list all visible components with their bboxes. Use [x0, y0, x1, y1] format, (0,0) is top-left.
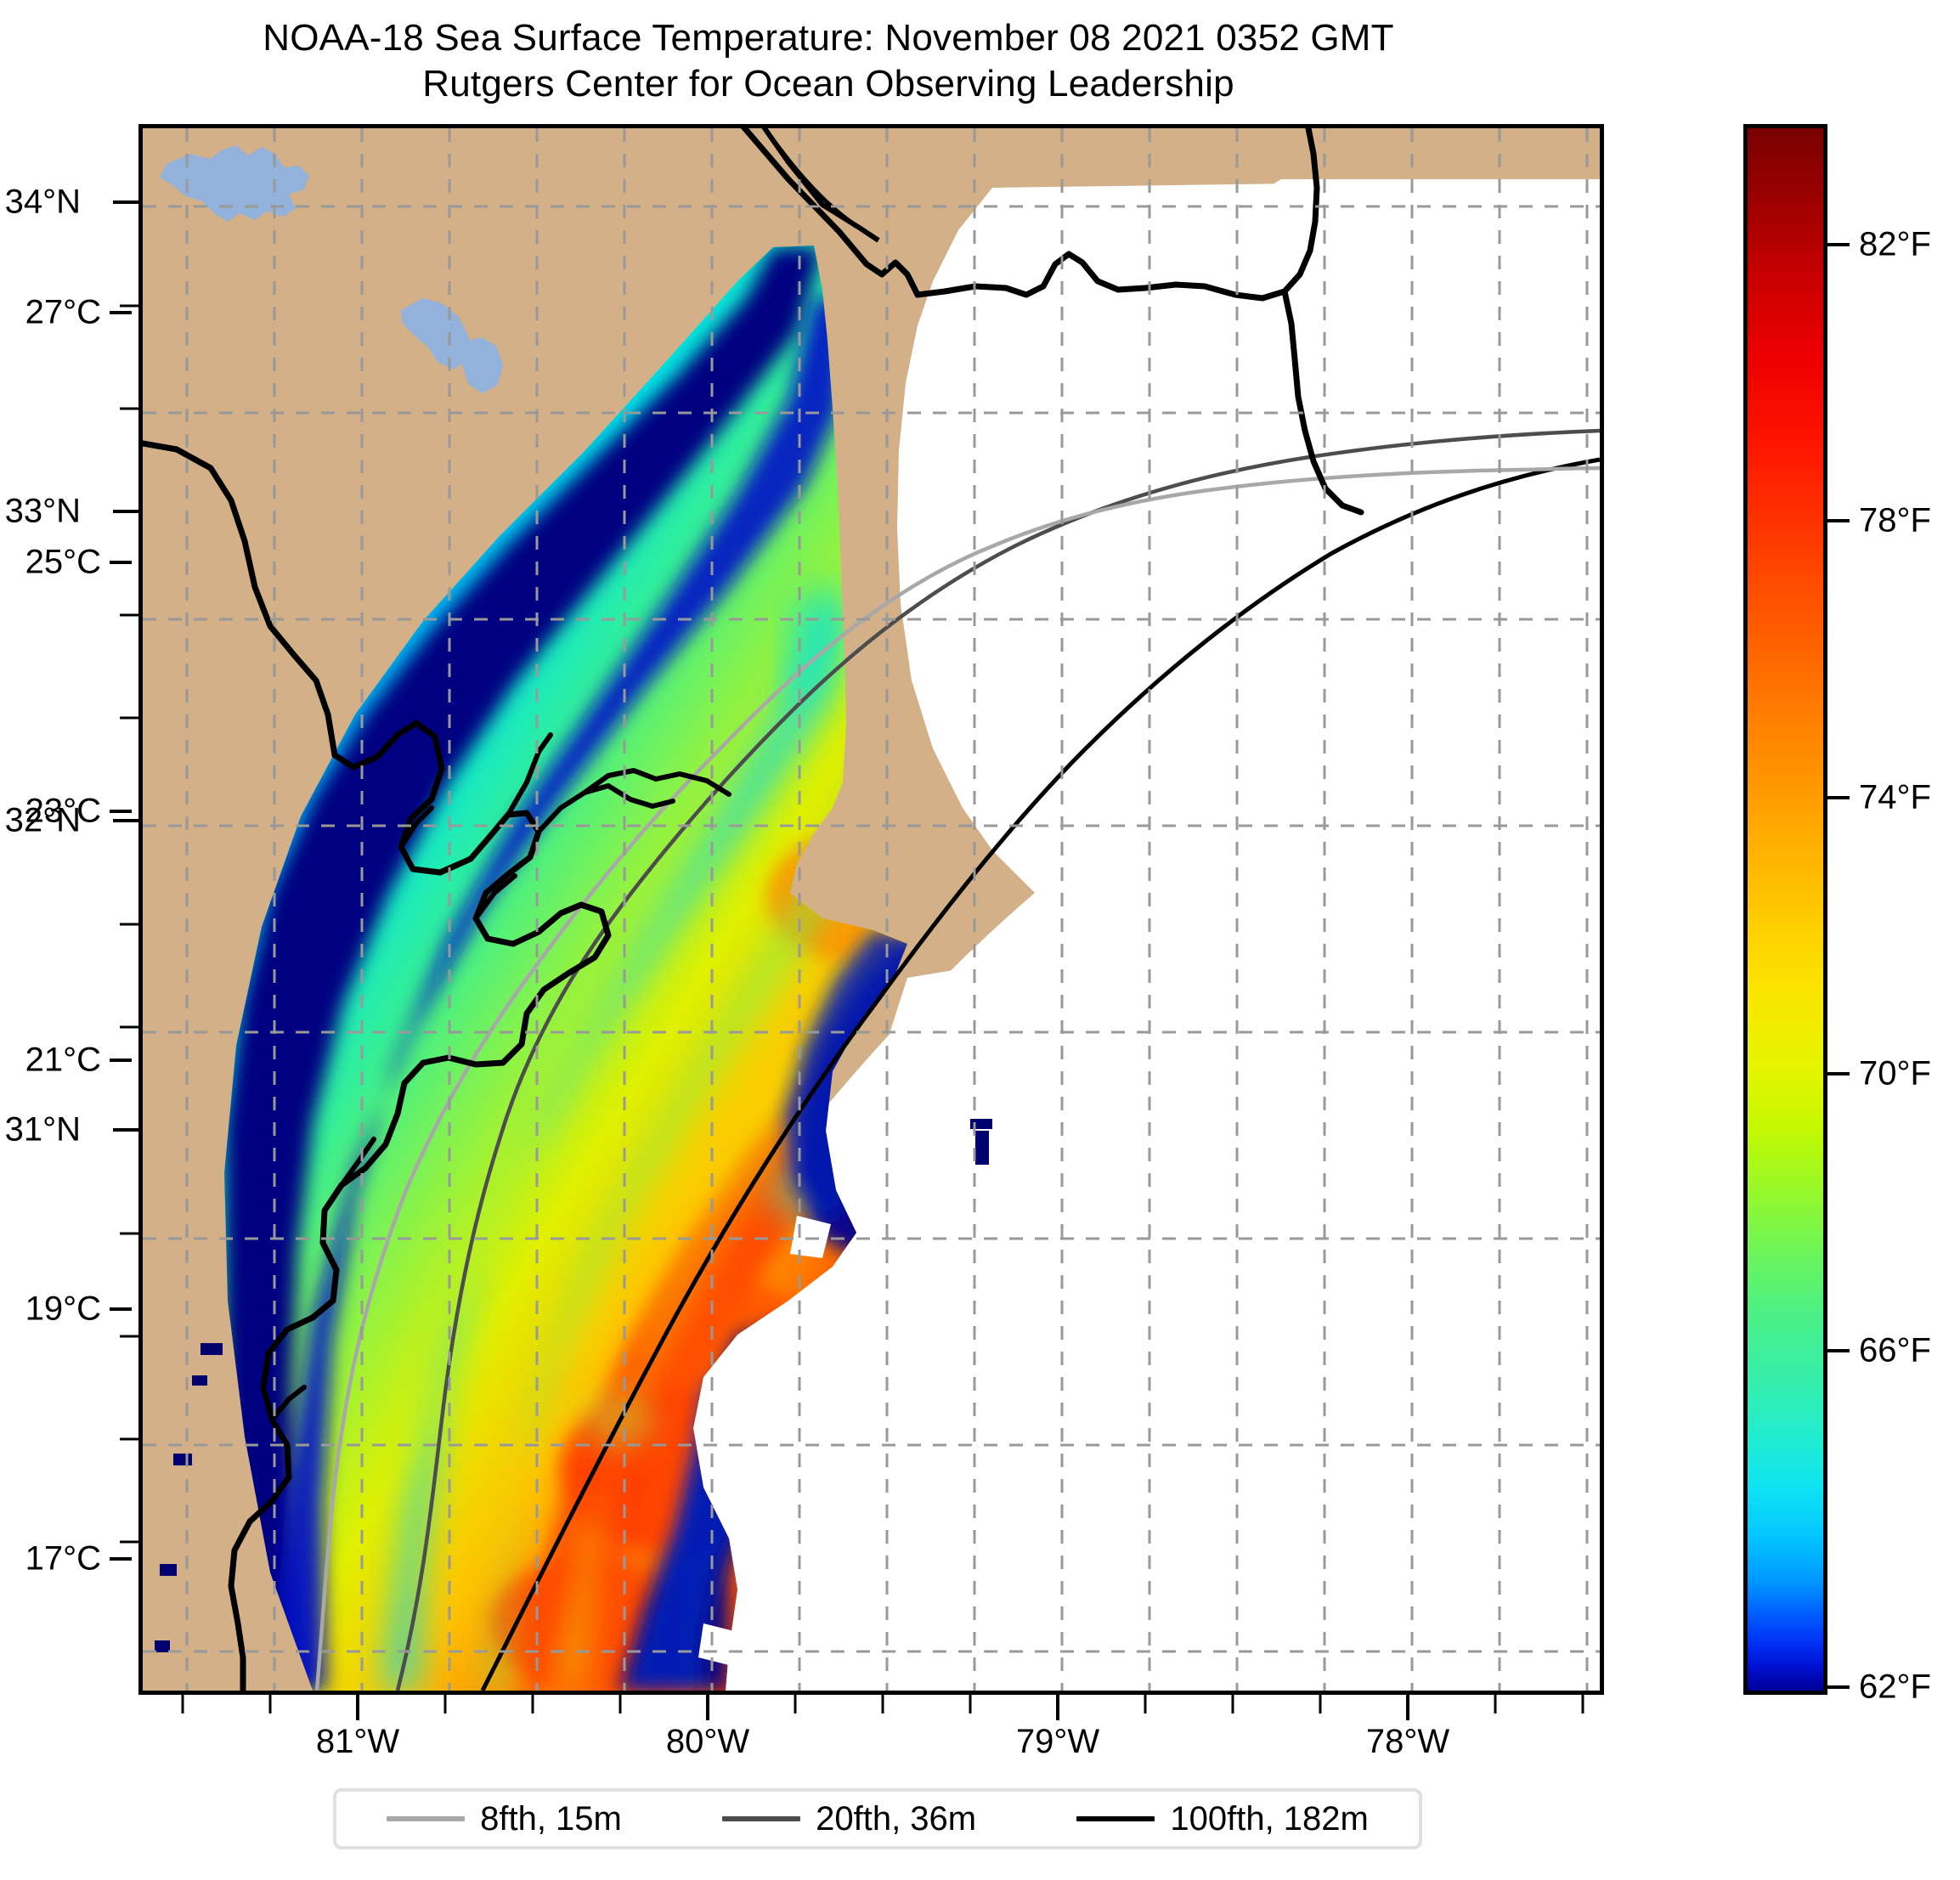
cb-label-27c: 27°C: [25, 293, 101, 331]
legend-line-8fth-icon: [387, 1816, 466, 1821]
cb-tick-66f: [1827, 1349, 1850, 1352]
cb-tick-82f: [1827, 243, 1850, 246]
isobath-legend: 8fth, 15m 20fth, 36m 100fth, 182m: [333, 1788, 1422, 1849]
cb-tick-62f: [1827, 1685, 1850, 1689]
y-tick-major-32n: [113, 819, 138, 822]
cb-label-25c: 25°C: [25, 543, 101, 581]
x-tick-major-80w: [706, 1695, 709, 1720]
legend-line-100fth-icon: [1076, 1816, 1155, 1821]
x-tick-major-78w: [1406, 1695, 1409, 1720]
legend-label-100fth: 100fth, 182m: [1170, 1799, 1369, 1838]
title-line-2: Rutgers Center for Ocean Observing Leade…: [422, 62, 1234, 104]
cb-tick-23c: [110, 810, 132, 813]
cb-label-66f: 66°F: [1859, 1331, 1931, 1369]
inland-lakes: [160, 145, 503, 393]
x-tick-minor: [1319, 1695, 1322, 1713]
colorbar-gradient: [1748, 128, 1823, 1691]
cb-label-70f: 70°F: [1859, 1054, 1931, 1092]
y-tick-minor: [120, 1437, 138, 1441]
y-tick-minor: [120, 304, 138, 308]
y-axis-label-31n: 31°N: [4, 1110, 81, 1149]
x-tick-minor: [443, 1695, 447, 1713]
legend-line-20fth-icon: [722, 1816, 801, 1821]
cb-tick-21c: [110, 1059, 132, 1062]
chart-title: NOAA-18 Sea Surface Temperature: Novembe…: [0, 15, 1657, 106]
state-border-line: [761, 128, 880, 243]
coastline-path: [143, 440, 612, 1691]
x-tick-minor: [1494, 1695, 1497, 1713]
x-tick-minor: [268, 1695, 272, 1713]
x-axis-label-78w: 78°W: [1365, 1723, 1450, 1760]
x-tick-minor: [1581, 1695, 1584, 1713]
isolated-data-pixels: [155, 1119, 992, 1652]
x-tick-minor: [1144, 1695, 1147, 1713]
y-tick-minor: [120, 1335, 138, 1338]
sst-map-plot-area: [138, 124, 1604, 1695]
isobath-20fth-line: [395, 428, 1600, 1691]
x-tick-minor: [531, 1695, 534, 1713]
cb-tick-74f: [1827, 796, 1850, 799]
legend-item-8fth: 8fth, 15m: [387, 1800, 622, 1838]
x-tick-minor: [1231, 1695, 1234, 1713]
legend-label-20fth: 20fth, 36m: [816, 1799, 977, 1838]
y-axis-label-34n: 34°N: [4, 183, 81, 221]
cb-tick-25c: [110, 561, 132, 564]
cb-label-23c: 23°C: [25, 792, 101, 830]
y-axis-label-33n: 33°N: [4, 492, 81, 530]
x-axis-label-81w: 81°W: [315, 1723, 400, 1760]
y-tick-minor: [120, 923, 138, 926]
y-tick-major-34n: [113, 200, 138, 204]
x-tick-minor: [794, 1695, 797, 1713]
y-tick-minor: [120, 407, 138, 410]
cb-label-17c: 17°C: [25, 1539, 101, 1578]
x-tick-minor: [181, 1695, 184, 1713]
x-tick-minor: [619, 1695, 622, 1713]
cb-label-62f: 62°F: [1859, 1668, 1931, 1706]
x-tick-major-79w: [1056, 1695, 1059, 1720]
isobath-100fth-line: [480, 457, 1600, 1691]
y-tick-minor: [120, 1025, 138, 1029]
cb-label-78f: 78°F: [1859, 501, 1931, 539]
y-tick-major-31n: [113, 1128, 138, 1132]
sst-map-canvas: [143, 128, 1600, 1691]
cb-label-19c: 19°C: [25, 1290, 101, 1328]
cb-tick-17c: [110, 1557, 132, 1561]
legend-label-8fth: 8fth, 15m: [480, 1799, 622, 1838]
y-tick-minor: [120, 1540, 138, 1544]
coastline-estuaries: [269, 732, 731, 1422]
y-tick-major-33n: [113, 510, 138, 513]
sst-map-svg: [143, 128, 1600, 1691]
cb-tick-19c: [110, 1307, 132, 1311]
x-axis-label-80w: 80°W: [665, 1723, 750, 1760]
coastline-cape-fear-hook: [1281, 288, 1364, 516]
title-line-1: NOAA-18 Sea Surface Temperature: Novembe…: [263, 17, 1394, 59]
y-tick-minor: [120, 716, 138, 720]
x-axis-label-79w: 79°W: [1015, 1723, 1100, 1760]
cloud-mask-regions: [698, 969, 958, 1691]
cb-tick-70f: [1827, 1072, 1850, 1075]
isobath-8fth-line: [314, 466, 1600, 1691]
coastline-cape-fear: [740, 128, 1320, 302]
y-tick-minor: [120, 1232, 138, 1235]
x-tick-minor: [881, 1695, 884, 1713]
temperature-colorbar: [1743, 124, 1827, 1695]
cb-label-21c: 21°C: [25, 1041, 101, 1079]
x-tick-major-81w: [356, 1695, 359, 1720]
cb-tick-78f: [1827, 519, 1850, 522]
y-tick-minor: [120, 613, 138, 617]
cb-tick-27c: [110, 311, 132, 314]
ocean-base-white: [542, 179, 1600, 1691]
x-tick-minor: [969, 1695, 972, 1713]
cb-label-82f: 82°F: [1859, 225, 1931, 263]
map-gridlines: [143, 128, 1600, 1691]
cb-label-74f: 74°F: [1859, 778, 1931, 816]
y-axis-label-32n: 32°N: [4, 801, 81, 839]
legend-item-100fth: 100fth, 182m: [1076, 1800, 1369, 1838]
legend-item-20fth: 20fth, 36m: [722, 1800, 976, 1838]
